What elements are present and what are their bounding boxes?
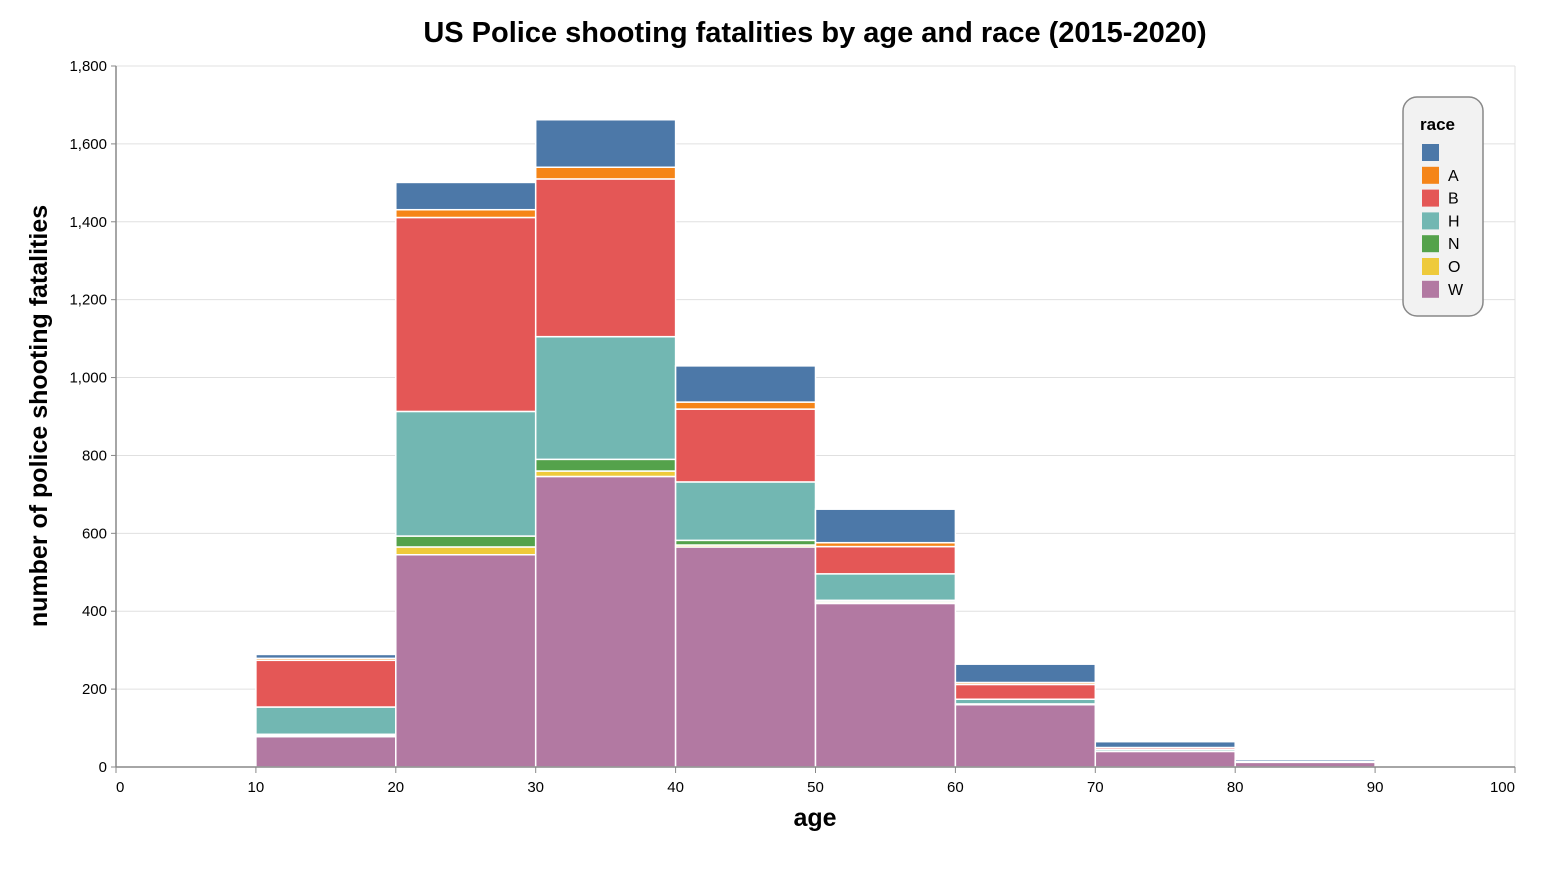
bar-segment-B-age-60 (954, 683, 1097, 700)
y-tick-label: 1,600 (69, 136, 107, 153)
legend-label-W: W (1448, 282, 1464, 299)
y-tick-label: 1,800 (69, 58, 107, 75)
legend-label-O: O (1448, 259, 1460, 276)
x-tick-label: 80 (1227, 779, 1244, 796)
bar-segment-H-age-40 (674, 481, 817, 542)
x-tick-label: 70 (1087, 779, 1104, 796)
legend-swatch-unknown (1422, 144, 1439, 161)
bar-segment-W-age-30 (534, 475, 677, 768)
legend-swatch-A (1422, 166, 1439, 184)
x-tick-label: 30 (527, 779, 544, 796)
y-tick-label: 1,200 (69, 292, 107, 309)
bar-segment-A-age-20 (395, 208, 537, 219)
chart-title: US Police shooting fatalities by age and… (423, 17, 1206, 49)
legend-label-B: B (1448, 191, 1459, 208)
bar-segment-unknown-age-70 (1094, 740, 1236, 749)
y-tick-label: 0 (99, 759, 107, 776)
y-tick-label: 800 (82, 447, 107, 464)
bar-segment-A-age-30 (534, 166, 677, 180)
y-axis-title: number of police shooting fatalities (25, 205, 53, 627)
legend-label-A: A (1448, 168, 1459, 185)
bar-segment-N-age-20 (395, 535, 537, 548)
bar-segment-O-age-30 (534, 470, 677, 478)
bar-segment-W-age-10 (255, 735, 397, 768)
legend-swatch-B (1422, 189, 1439, 207)
bar-segment-W-age-50 (814, 602, 957, 768)
bar-segment-unknown-age-50 (814, 508, 957, 544)
y-tick-label: 1,000 (69, 370, 107, 387)
bar-segment-W-age-20 (395, 554, 537, 768)
legend-label-H: H (1448, 213, 1460, 230)
x-axis-title: age (793, 804, 836, 832)
y-tick-label: 600 (82, 525, 107, 542)
y-tick-label: 400 (82, 603, 107, 620)
x-tick-label: 60 (947, 779, 964, 796)
bar-segment-B-age-50 (814, 545, 957, 575)
y-tick-label: 200 (82, 681, 107, 698)
bar-segment-H-age-30 (534, 335, 677, 461)
bar-segment-N-age-30 (534, 458, 677, 472)
x-tick-label: 100 (1490, 779, 1515, 796)
x-tick-label: 0 (116, 779, 124, 796)
bar-segment-W-age-70 (1094, 750, 1236, 768)
bar-segment-H-age-20 (395, 410, 537, 537)
legend-swatch-H (1422, 212, 1439, 230)
bar-segment-unknown-age-60 (954, 663, 1097, 684)
bar-segment-unknown-age-80 (1234, 758, 1376, 763)
bar-segment-O-age-20 (395, 546, 537, 556)
legend-label-N: N (1448, 236, 1460, 253)
legend-swatch-N (1422, 235, 1439, 253)
x-tick-label: 90 (1367, 779, 1384, 796)
bar-segment-W-age-60 (954, 703, 1097, 768)
bar-segment-B-age-20 (395, 216, 537, 413)
legend-swatch-W (1422, 280, 1439, 298)
bar-segment-A-age-40 (674, 401, 817, 410)
legend-title: race (1420, 115, 1455, 134)
x-tick-label: 20 (387, 779, 404, 796)
legend-swatch-O (1422, 258, 1439, 275)
bar-segment-B-age-30 (534, 178, 677, 338)
x-tick-label: 50 (807, 779, 824, 796)
x-tick-label: 10 (248, 779, 265, 796)
bars (115, 118, 1376, 768)
bar-segment-unknown-age-40 (674, 365, 817, 403)
y-tick-label: 1,400 (69, 214, 107, 231)
x-tick-label: 40 (667, 779, 684, 796)
bar-segment-unknown-age-30 (534, 118, 677, 169)
bar-segment-unknown-age-10 (255, 653, 397, 660)
bar-segment-H-age-10 (255, 706, 397, 736)
bar-segment-H-age-50 (814, 573, 957, 602)
bar-segment-B-age-10 (255, 659, 397, 708)
bar-segment-W-age-40 (674, 546, 817, 768)
bar-segment-B-age-40 (674, 408, 817, 483)
bar-segment-unknown-age-20 (395, 181, 537, 211)
axes: 0 200 400 600 800 1,000 1,200 1,400 1,600 1,800 0 1… (69, 58, 1516, 796)
